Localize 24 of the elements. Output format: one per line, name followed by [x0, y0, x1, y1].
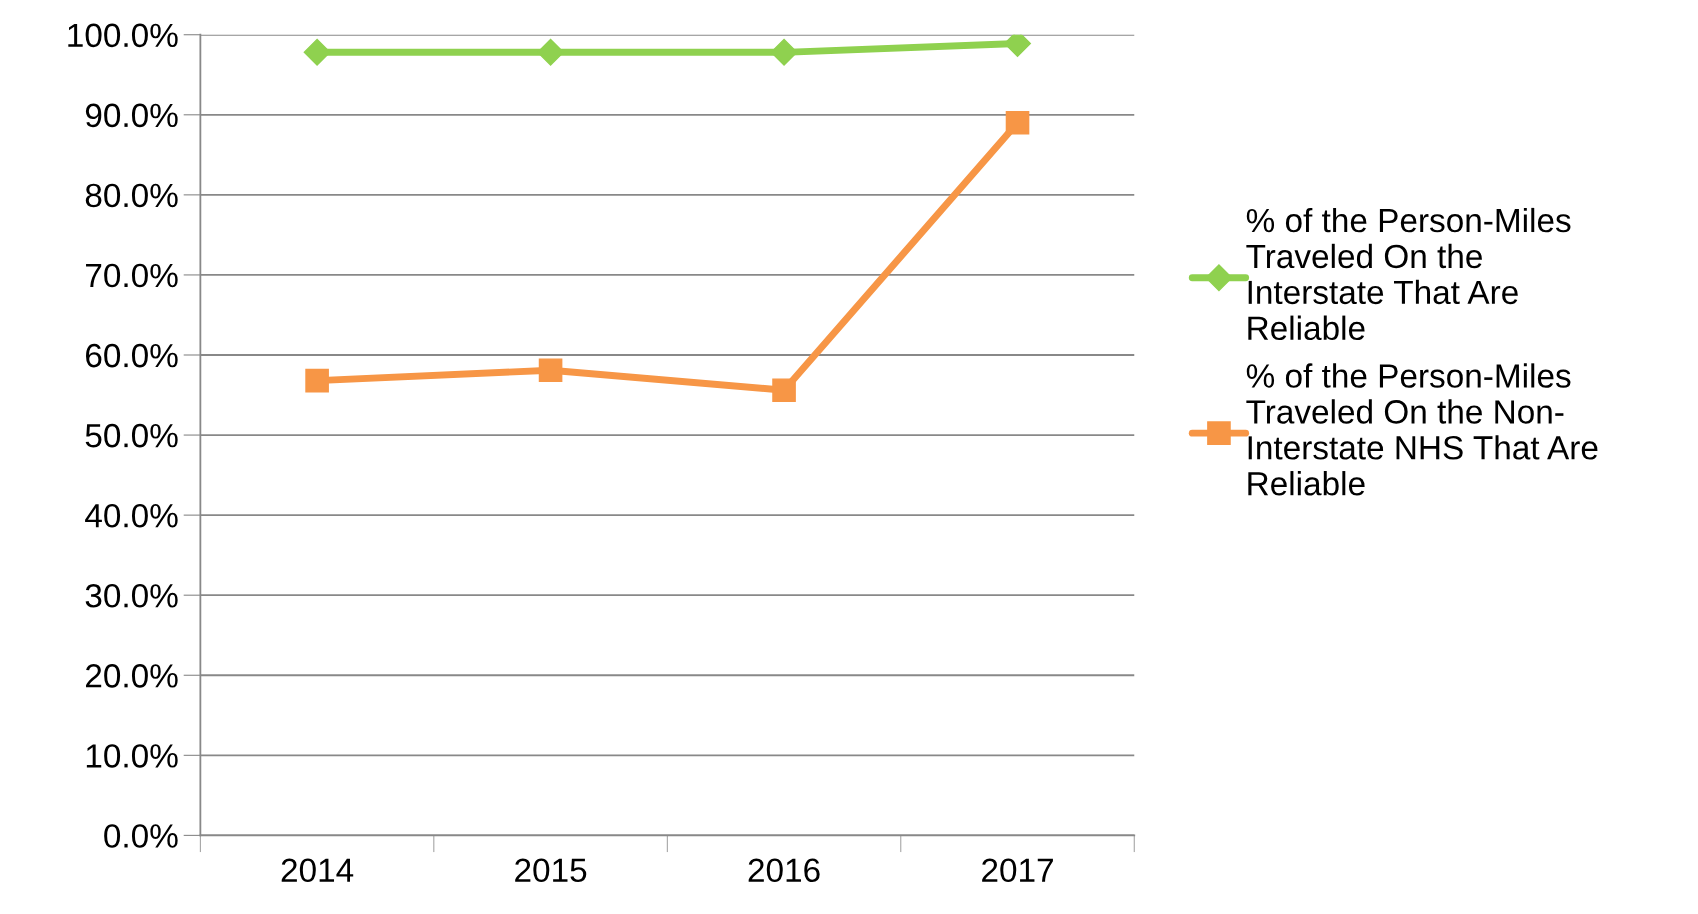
x-tick-label: 2017	[982, 858, 1053, 883]
point	[305, 368, 329, 393]
point	[537, 38, 565, 66]
point	[303, 38, 331, 66]
x-tick-label: 2014	[281, 858, 354, 883]
legend-label: % of the Person-Miles Traveled On the Non- Interstate NHS That Are Reliable	[1246, 363, 1598, 496]
point	[538, 358, 563, 383]
point	[1005, 110, 1030, 135]
y-tick-label: 40.0%	[85, 503, 178, 528]
point	[772, 378, 796, 403]
y-tick-label: 0.0%	[104, 824, 178, 848]
y-tick-label: 50.0%	[85, 423, 178, 448]
y-tick-label: 30.0%	[85, 584, 178, 608]
y-tick-label: 80.0%	[85, 183, 178, 208]
y-tick-label: 90.0%	[85, 103, 178, 128]
y-tick-label: 10.0%	[86, 744, 178, 768]
y-tick-label: 20.0%	[86, 664, 178, 688]
x-tick-label: 2016	[748, 858, 820, 883]
y-tick-label: 60.0%	[86, 343, 178, 368]
x-tick-label: 2015	[515, 858, 587, 883]
legend-label: % of the Person-Miles Traveled On the Interstate That Are Reliable	[1246, 207, 1571, 341]
y-tick-label: 100.0%	[68, 23, 178, 48]
y-tick-label: 70.0%	[86, 263, 178, 288]
point	[770, 38, 798, 66]
